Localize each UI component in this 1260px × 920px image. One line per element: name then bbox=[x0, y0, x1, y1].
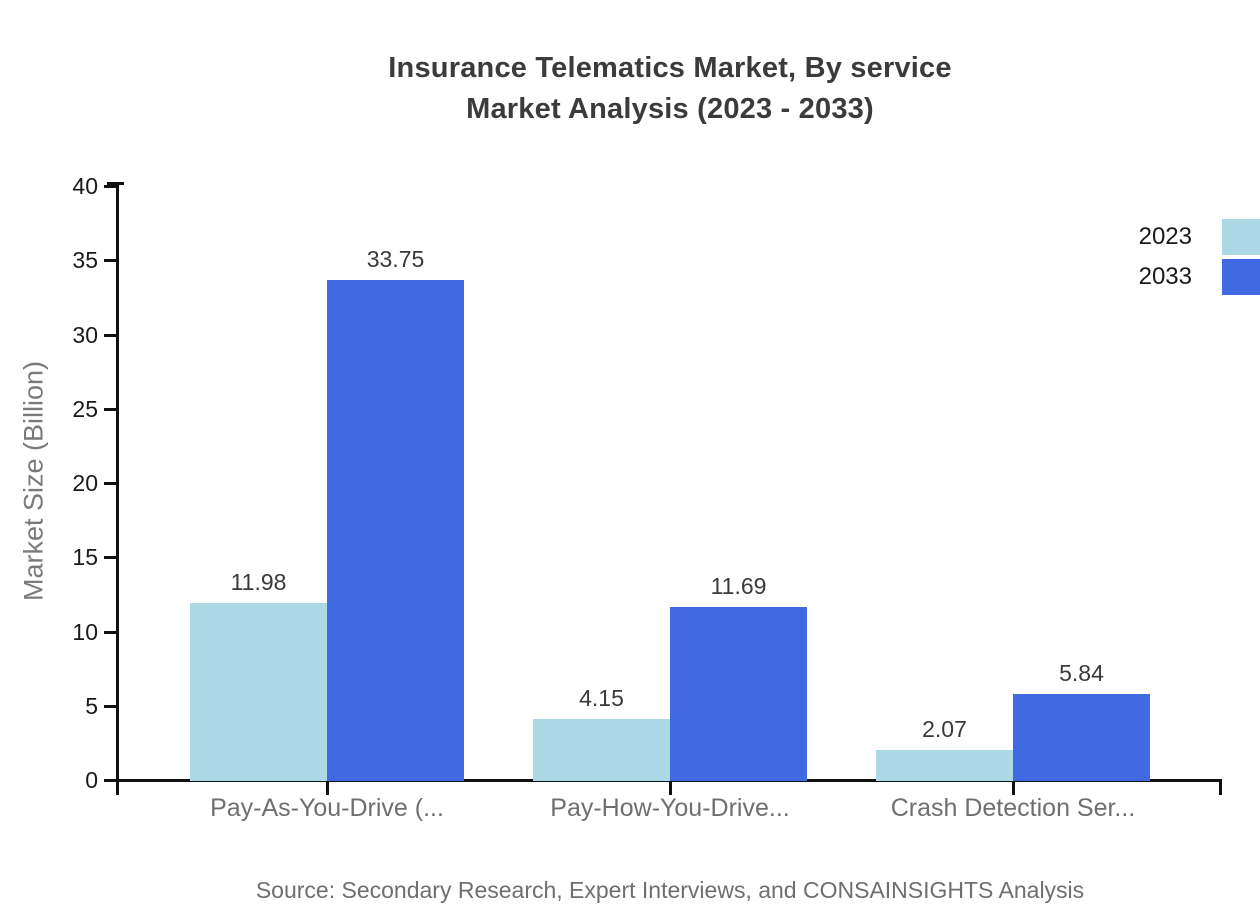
chart-title-line1: Insurance Telematics Market, By service bbox=[388, 52, 952, 84]
category-label-2: Crash Detection Ser... bbox=[890, 794, 1136, 822]
legend: 2023 2033 bbox=[1139, 219, 1260, 299]
legend-item-2033: 2033 bbox=[1139, 259, 1260, 295]
y-tick-label-15: 15 bbox=[72, 544, 98, 570]
bar-2023-0 bbox=[190, 603, 327, 781]
bar-2023-1 bbox=[533, 719, 670, 781]
bar-value-2033-2: 5.84 bbox=[1059, 660, 1104, 686]
chart-title-line2: Market Analysis (2023 - 2033) bbox=[466, 93, 874, 125]
y-tick-label-30: 30 bbox=[72, 322, 98, 348]
y-axis-line bbox=[116, 183, 119, 795]
chart-title: Insurance Telematics Market, By service … bbox=[118, 48, 1222, 130]
y-tick-label-0: 0 bbox=[85, 767, 98, 793]
y-tick-label-10: 10 bbox=[72, 619, 98, 645]
y-tick-label-25: 25 bbox=[72, 396, 98, 422]
legend-label-2033: 2033 bbox=[1138, 263, 1192, 290]
y-tick-25 bbox=[104, 408, 118, 411]
legend-label-2023: 2023 bbox=[1138, 223, 1192, 250]
bar-2033-0 bbox=[327, 280, 464, 781]
bar-2033-1 bbox=[670, 607, 807, 781]
bar-value-2023-0: 11.98 bbox=[230, 569, 287, 595]
bar-2033-2 bbox=[1013, 694, 1150, 781]
bar-value-2033-0: 33.75 bbox=[366, 246, 425, 272]
y-tick-35 bbox=[104, 259, 118, 262]
x-axis-end-tick bbox=[1219, 779, 1222, 795]
y-tick-30 bbox=[104, 334, 118, 337]
bar-2023-2 bbox=[876, 750, 1013, 781]
y-tick-40 bbox=[104, 185, 118, 188]
x-tick-0 bbox=[326, 781, 329, 795]
y-axis-top-cap bbox=[107, 182, 124, 185]
y-tick-label-5: 5 bbox=[85, 693, 98, 719]
bar-value-2023-2: 2.07 bbox=[922, 716, 967, 742]
category-label-1: Pay-How-You-Drive... bbox=[550, 794, 790, 822]
bar-value-2033-1: 11.69 bbox=[710, 573, 767, 599]
legend-swatch-2033 bbox=[1222, 259, 1260, 295]
y-tick-label-20: 20 bbox=[72, 470, 98, 496]
y-tick-10 bbox=[104, 631, 118, 634]
category-label-0: Pay-As-You-Drive (... bbox=[210, 794, 444, 822]
y-tick-5 bbox=[104, 705, 118, 708]
x-tick-1 bbox=[669, 781, 672, 795]
y-tick-20 bbox=[104, 482, 118, 485]
legend-swatch-2023 bbox=[1222, 219, 1260, 255]
source-note: Source: Secondary Research, Expert Inter… bbox=[255, 877, 1085, 903]
x-tick-2 bbox=[1012, 781, 1015, 795]
y-tick-label-40: 40 bbox=[72, 173, 98, 199]
y-tick-label-35: 35 bbox=[72, 247, 98, 273]
bar-value-2023-1: 4.15 bbox=[579, 685, 624, 711]
y-tick-0 bbox=[104, 779, 118, 782]
y-tick-15 bbox=[104, 556, 118, 559]
legend-item-2023: 2023 bbox=[1139, 219, 1260, 255]
